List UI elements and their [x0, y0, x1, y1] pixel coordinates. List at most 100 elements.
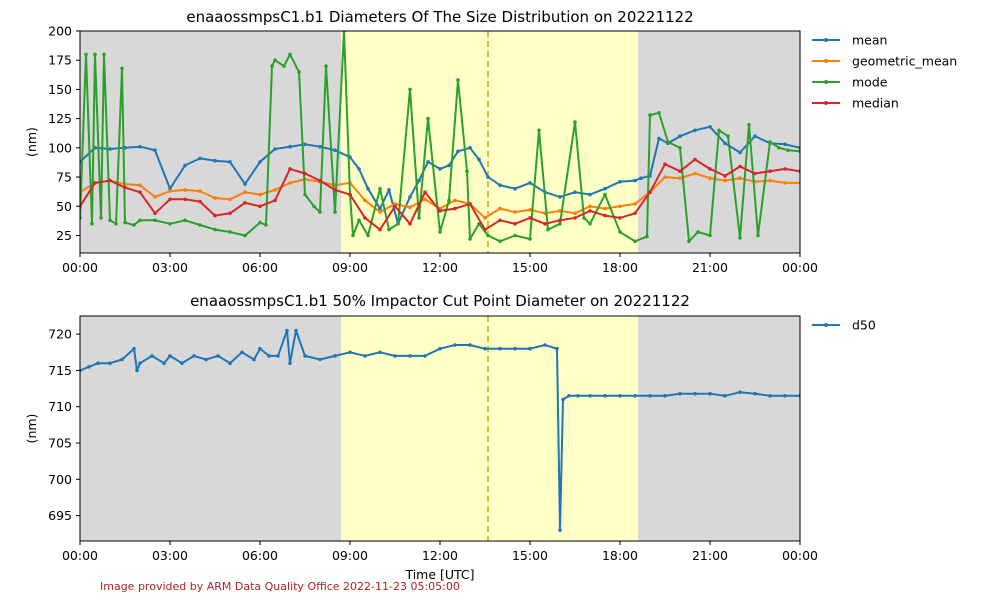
x-tick-label: 00:00 — [782, 260, 818, 275]
data-point-mode — [270, 64, 274, 68]
y-tick-label: 720 — [48, 327, 72, 342]
data-point-mode — [573, 120, 577, 124]
data-point-d50 — [468, 343, 472, 347]
data-point-d50 — [348, 350, 352, 355]
data-point-d50 — [294, 328, 298, 333]
data-point-mode — [558, 222, 562, 226]
data-point-geometric_mean — [768, 178, 772, 183]
x-tick-label: 15:00 — [512, 548, 548, 563]
data-point-mode — [138, 218, 142, 223]
data-point-d50 — [108, 361, 112, 366]
data-point-d50 — [588, 394, 592, 398]
data-point-d50 — [558, 528, 562, 532]
data-point-mode — [312, 204, 316, 209]
data-point-mode — [786, 148, 790, 152]
data-point-mean — [288, 144, 292, 149]
data-point-mode — [168, 222, 172, 226]
data-point-mode — [108, 218, 112, 223]
data-point-geometric_mean — [378, 210, 382, 214]
data-point-median — [423, 190, 427, 194]
data-point-mode — [99, 216, 103, 220]
data-point-mode — [318, 210, 322, 214]
data-point-mean — [573, 190, 577, 194]
x-tick-label: 06:00 — [242, 260, 278, 275]
data-point-d50 — [603, 394, 607, 398]
data-point-geometric_mean — [663, 175, 667, 179]
data-point-d50 — [693, 391, 697, 396]
y-axis-label: (nm) — [24, 414, 39, 444]
data-point-mode — [465, 169, 469, 173]
data-point-mean — [387, 188, 391, 192]
data-point-mean — [198, 156, 202, 161]
data-point-mean — [438, 167, 442, 171]
data-point-geometric_mean — [633, 202, 637, 206]
legend-label-median: median — [852, 96, 899, 111]
data-point-median — [528, 216, 532, 220]
data-point-d50 — [192, 354, 196, 358]
y-axis-label: (nm) — [24, 127, 39, 157]
x-tick-label: 00:00 — [62, 260, 98, 275]
legend-marker-mode — [824, 80, 828, 84]
data-point-mean — [108, 147, 112, 151]
data-point-d50 — [513, 346, 517, 351]
data-point-mode — [498, 239, 502, 244]
y-tick-label: 695 — [48, 508, 72, 523]
data-point-d50 — [633, 394, 637, 398]
data-point-mode — [687, 239, 691, 244]
data-point-mode — [273, 58, 277, 62]
data-point-median — [138, 190, 142, 194]
data-point-mode — [666, 140, 670, 144]
data-point-geometric_mean — [603, 206, 607, 211]
data-point-mode — [243, 233, 247, 238]
data-point-d50 — [408, 354, 412, 358]
data-point-mean — [357, 167, 361, 171]
data-point-median — [168, 197, 172, 202]
data-point-d50 — [498, 346, 502, 351]
data-point-mode — [408, 87, 412, 92]
data-point-median — [618, 216, 622, 220]
series-line-mode — [80, 31, 800, 243]
data-point-mode — [213, 227, 217, 232]
data-point-geometric_mean — [273, 188, 277, 192]
data-point-median — [243, 201, 247, 205]
data-point-geometric_mean — [573, 211, 577, 216]
data-point-geometric_mean — [138, 183, 142, 187]
data-point-median — [723, 174, 727, 178]
data-point-mode — [387, 227, 391, 232]
data-point-mean — [213, 158, 217, 163]
x-tick-label: 21:00 — [692, 260, 728, 275]
x-tick-label: 06:00 — [242, 548, 278, 563]
legend-marker-mean — [824, 38, 828, 42]
data-point-median — [558, 218, 562, 223]
data-point-mean — [378, 206, 382, 211]
data-point-mean — [603, 186, 607, 191]
x-tick-label: 12:00 — [422, 260, 458, 275]
data-point-d50 — [318, 357, 322, 362]
data-point-mean — [477, 157, 481, 162]
legend: d50 — [812, 318, 876, 333]
data-point-mode — [228, 230, 232, 234]
data-point-mode — [726, 134, 730, 138]
data-point-median — [783, 167, 787, 171]
data-point-d50 — [168, 354, 172, 358]
chart-title: enaaossmpsC1.b1 Diameters Of The Size Di… — [186, 8, 693, 26]
data-point-mode — [537, 128, 541, 133]
data-point-d50 — [555, 346, 559, 351]
data-point-d50 — [333, 354, 337, 358]
data-point-median — [663, 162, 667, 166]
data-point-median — [573, 216, 577, 220]
x-tick-label: 09:00 — [332, 260, 368, 275]
data-point-median — [318, 178, 322, 183]
data-point-median — [183, 197, 187, 202]
data-point-geometric_mean — [708, 176, 712, 180]
data-point-geometric_mean — [783, 181, 787, 185]
data-point-mode — [132, 223, 136, 227]
data-point-mode — [777, 146, 781, 150]
data-point-mode — [603, 192, 607, 197]
data-point-d50 — [483, 346, 487, 351]
data-point-d50 — [135, 368, 139, 373]
data-point-mode — [114, 222, 118, 226]
data-point-mean — [723, 141, 727, 145]
data-point-median — [213, 213, 217, 218]
